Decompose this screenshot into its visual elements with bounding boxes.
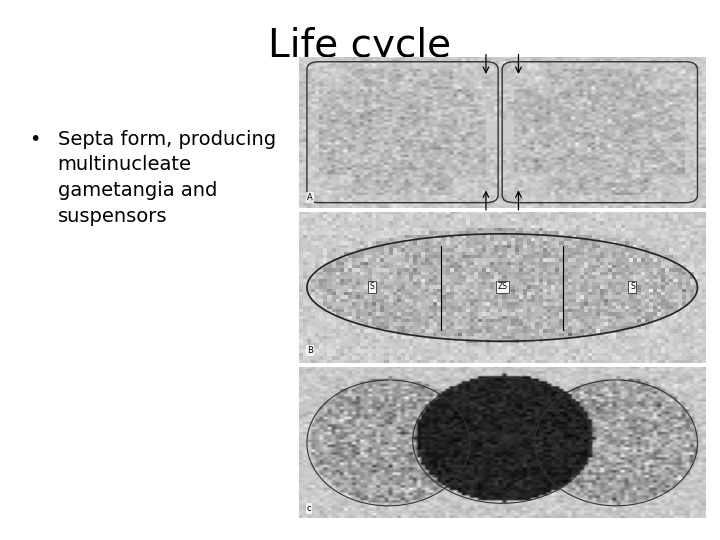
Text: ZS: ZS (498, 282, 507, 291)
Text: B: B (307, 346, 312, 355)
Text: •: • (29, 130, 40, 148)
Text: Septa form, producing
multinucleate
gametangia and
suspensors: Septa form, producing multinucleate game… (58, 130, 276, 226)
Text: Life cycle: Life cycle (269, 27, 451, 65)
Text: S: S (369, 282, 374, 291)
Text: S: S (630, 282, 635, 291)
Text: A: A (307, 193, 312, 202)
Text: c: c (307, 504, 312, 513)
Bar (486, 122, 514, 142)
